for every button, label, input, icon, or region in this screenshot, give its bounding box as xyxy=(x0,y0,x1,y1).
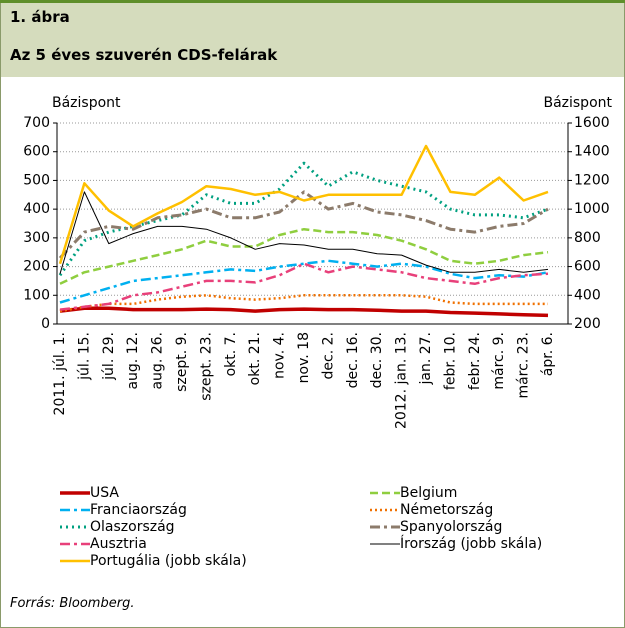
x-tick-label: szept. 9. xyxy=(174,332,190,392)
y2-tick-label: 1600 xyxy=(574,115,610,131)
figure-label: 1. ábra xyxy=(10,8,70,26)
x-tick-label: márc. 9. xyxy=(491,332,507,390)
y-tick-label: 700 xyxy=(23,115,50,131)
series-line xyxy=(58,190,549,260)
legend-label: Spanyolország xyxy=(400,519,502,535)
x-tick-label: ápr. 6. xyxy=(540,332,556,376)
y2-tick-label: 1000 xyxy=(574,201,610,217)
x-tick-label: júl. 15. xyxy=(76,332,92,381)
series-line xyxy=(58,161,549,277)
y-tick-label: 100 xyxy=(23,287,50,303)
x-tick-label: nov. 4. xyxy=(272,332,288,379)
series-line xyxy=(59,294,548,313)
legend-label: Portugália (jobb skála) xyxy=(90,553,247,569)
series-line xyxy=(59,259,549,304)
series-line xyxy=(59,306,549,318)
x-tick-label: okt. 21. xyxy=(247,332,263,385)
x-tick-label: aug. 26. xyxy=(150,332,166,390)
series-line xyxy=(59,191,549,274)
legend-label: Olaszország xyxy=(90,519,175,535)
y2-tick-label: 400 xyxy=(574,287,601,303)
x-tick-label: szept. 23. xyxy=(198,332,214,401)
x-tick-label: nov. 18 xyxy=(296,332,312,383)
series-line xyxy=(58,144,549,265)
x-tick-label: dec. 16. xyxy=(345,332,361,388)
y2-axis-label: Bázispont xyxy=(543,95,612,111)
x-tick-label: aug. 12. xyxy=(125,332,141,390)
legend-label: Írország (jobb skála) xyxy=(400,535,542,552)
series-line xyxy=(59,227,549,285)
y-tick-label: 600 xyxy=(23,144,50,160)
legend-label: Belgium xyxy=(400,485,457,501)
legend-label: Franciaország xyxy=(90,502,187,518)
y2-tick-label: 1400 xyxy=(574,144,610,160)
x-tick-label: júl. 29. xyxy=(101,332,117,381)
x-tick-label: febr. 24. xyxy=(467,332,483,390)
y2-tick-label: 600 xyxy=(574,259,601,275)
y2-tick-label: 1200 xyxy=(574,172,610,188)
y-axis-label: Bázispont xyxy=(52,95,121,111)
legend-label: Ausztria xyxy=(90,536,147,552)
x-tick-label: okt. 7. xyxy=(223,332,239,376)
x-tick-label: 2012. jan. 13. xyxy=(394,332,410,429)
y-tick-label: 200 xyxy=(23,259,50,275)
source: Forrás: Bloomberg. xyxy=(10,596,134,611)
x-tick-label: márc. 23. xyxy=(516,332,532,399)
x-tick-label: 2011. júl. 1. xyxy=(52,332,68,415)
y-tick-label: 400 xyxy=(23,201,50,217)
legend-label: USA xyxy=(90,485,119,501)
x-tick-label: dec. 2. xyxy=(320,332,336,379)
y-tick-label: 300 xyxy=(23,230,50,246)
y-tick-label: 0 xyxy=(41,316,50,332)
chart-title: Az 5 éves szuverén CDS-felárak xyxy=(10,46,278,64)
x-tick-label: jan. 27. xyxy=(418,332,434,386)
y2-tick-label: 200 xyxy=(574,316,601,332)
x-tick-label: dec. 30. xyxy=(369,332,385,388)
header xyxy=(1,1,624,77)
y-tick-label: 500 xyxy=(23,172,50,188)
x-tick-label: febr. 10. xyxy=(442,332,458,390)
legend-label: Németország xyxy=(400,502,493,518)
y2-tick-label: 800 xyxy=(574,230,601,246)
